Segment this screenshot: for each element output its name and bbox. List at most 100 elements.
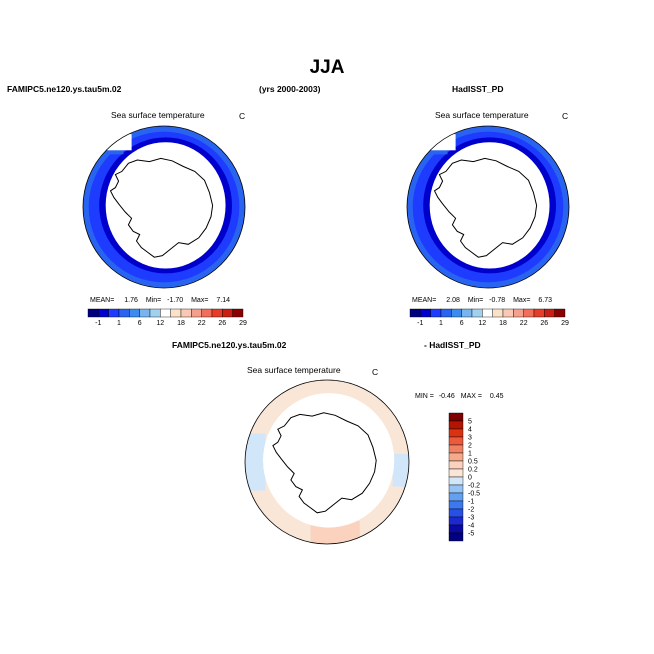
panel2-colorbar-swatch [482, 308, 493, 318]
panel2-colorbar-swatch [554, 308, 566, 318]
panel1-colorbar-swatch [118, 308, 130, 318]
panel2-min-label: Min= [467, 297, 484, 304]
diff-anomaly-cool-e [392, 453, 409, 487]
diff-colorbar-tick-label: 0.5 [468, 459, 478, 466]
panel2-colorbar: -1 1 6 12 18 22 26 29 [409, 308, 569, 327]
diff-title-model: FAMIPC5.ne120.ys.tau5m.02 [172, 340, 287, 350]
diff-colorbar-swatch [448, 516, 464, 526]
panel2-unit: C [562, 111, 569, 121]
main-title: JJA [309, 57, 345, 78]
panel2-colorbar-swatch [409, 308, 421, 318]
diff-colorbar-swatch [448, 452, 464, 462]
diff-colorbar-swatch [448, 460, 464, 470]
diff-colorbar-tick-label: 1 [468, 451, 472, 458]
panel1-colorbar-swatch [87, 308, 99, 318]
diff-max: 0.45 [489, 393, 504, 400]
panel2-colorbar-swatch [471, 308, 483, 318]
panel1-ice-patch [107, 134, 132, 151]
panel1-colorbar-swatch [139, 308, 151, 318]
panel2-colorbar-swatch [523, 308, 535, 318]
panel1-map [82, 125, 246, 289]
panel1-boundary [82, 125, 246, 289]
panel2-colorbar-swatch [492, 308, 504, 318]
diff-colorbar-swatch [448, 468, 464, 478]
panel1-colorbar-swatch [149, 308, 161, 318]
diff-min-label: MIN = [415, 393, 434, 400]
panel2-stats: MEAN= 2.08 Min= -0.78 Max= 6.73 [412, 297, 552, 304]
panel1-colorbar-swatch [222, 308, 233, 318]
header-obs-name: HadISST_PD [452, 84, 504, 94]
diff-colorbar-swatch [448, 444, 464, 454]
panel2-colorbar-swatch [544, 308, 555, 318]
panel2-colorbar-tick-label: 26 [540, 320, 548, 327]
panel2-colorbar-tick-label: 1 [439, 320, 443, 327]
diff-map [244, 379, 410, 545]
panel2-mean: 2.08 [446, 297, 460, 304]
panel2-colorbar-swatch [533, 308, 545, 318]
diff-colorbar-swatch [448, 492, 464, 502]
header-model-name: FAMIPC5.ne120.ys.tau5m.02 [7, 84, 122, 94]
panel1-colorbar-swatch [129, 308, 140, 318]
panel2-min: -0.78 [489, 297, 506, 304]
diff-colorbar-swatch [448, 428, 464, 438]
panel1-colorbar-swatch [98, 308, 109, 318]
panel1-min: -1.70 [167, 297, 184, 304]
diff-colorbar-tick-label: -2 [468, 507, 474, 514]
panel2-map [406, 125, 570, 289]
panel2-colorbar-swatch [451, 308, 462, 318]
panel1-colorbar-swatch [170, 308, 182, 318]
diff-anomaly-cool-w [245, 433, 266, 491]
panel1-colorbar-swatch [180, 308, 192, 318]
diff-colorbar-tick-label: 4 [468, 427, 472, 434]
panel1-colorbar-swatch [232, 308, 244, 318]
panel2-colorbar-swatch [440, 308, 452, 318]
diff-colorbar-tick-label: 0.2 [468, 467, 478, 474]
diff-colorbar-swatch [448, 524, 464, 534]
diff-colorbar-tick-label: -4 [468, 523, 474, 530]
panel2-boundary [406, 125, 570, 289]
panel1-colorbar-tick-label: -1 [95, 320, 101, 327]
panel1-stats: MEAN= 1.76 Min= -1.70 Max= 7.14 [90, 297, 230, 304]
diff-title-obs: - HadISST_PD [424, 340, 481, 350]
panel1-antarctica-coastline [109, 157, 214, 258]
panel2-antarctica-coastline [433, 157, 538, 258]
diff-boundary [244, 379, 410, 545]
diff-unit: C [372, 367, 379, 377]
panel1-colorbar-swatch [160, 308, 171, 318]
diff-antarctica-coastline [272, 412, 377, 514]
diff-colorbar-tick-label: 0 [468, 475, 472, 482]
diff-colorbar-swatch [448, 532, 464, 542]
panel2-colorbar-tick-label: 18 [499, 320, 507, 327]
panel1-colorbar-swatch [211, 308, 223, 318]
panel1-colorbar-swatch [108, 308, 120, 318]
diff-colorbar-tick-label: -0.5 [468, 491, 480, 498]
panel2-mean-label: MEAN= [412, 297, 437, 304]
panel1-min-label: Min= [145, 297, 162, 304]
diff-subtitle: Sea surface temperature [247, 365, 341, 375]
diff-min: -0.46 [438, 393, 455, 400]
panel2-colorbar-swatch [513, 308, 524, 318]
panel2-colorbar-swatch [430, 308, 442, 318]
diff-colorbar-tick-label: 3 [468, 435, 472, 442]
panel1-colorbar-tick-label: 12 [156, 320, 164, 327]
panel1-colorbar-tick-label: 29 [239, 320, 247, 327]
diff-colorbar-tick-label: -1 [468, 499, 474, 506]
diff-colorbar-tick-label: 5 [468, 419, 472, 426]
panel2-colorbar-swatch [420, 308, 431, 318]
panel1-colorbar: -1 1 6 12 18 22 26 29 [87, 308, 247, 327]
diff-colorbar-tick-label: -3 [468, 515, 474, 522]
panel2-colorbar-swatch [502, 308, 514, 318]
diff-stats: MIN = -0.46 MAX = 0.45 [415, 393, 504, 400]
panel1-colorbar-swatch [201, 308, 213, 318]
panel2-colorbar-tick-label: 29 [561, 320, 569, 327]
panel1-colorbar-tick-label: 6 [138, 320, 142, 327]
diff-colorbar-swatch [448, 436, 464, 446]
diff-colorbar-swatch [448, 476, 464, 486]
diff-colorbar-swatch [448, 508, 464, 518]
panel2-colorbar-tick-label: 12 [478, 320, 486, 327]
panel2-colorbar-tick-label: 22 [520, 320, 528, 327]
diff-colorbar-swatch [448, 412, 464, 422]
panel1-colorbar-tick-label: 1 [117, 320, 121, 327]
diff-colorbar-swatch [448, 420, 464, 430]
